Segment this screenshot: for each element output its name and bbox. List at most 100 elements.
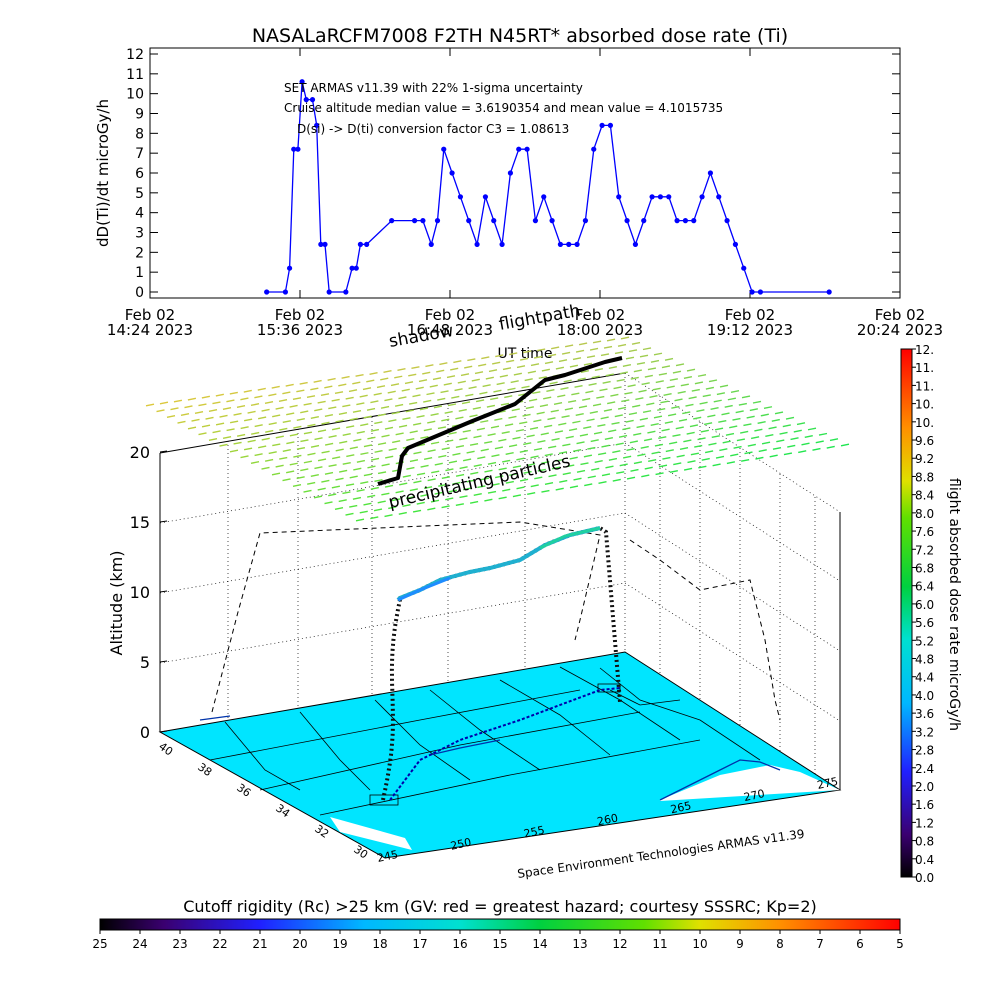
precip-dash: [665, 449, 674, 453]
dose-colorbar-tick-label: 7.6: [915, 525, 934, 539]
dose-rate-point: [682, 218, 689, 224]
precip-dash: [551, 346, 560, 350]
precip-dash: [625, 419, 634, 423]
precip-dash: [423, 399, 432, 403]
precip-dash: [338, 383, 347, 387]
dose-colorbar-bar: [900, 348, 913, 878]
dose-rate-point: [314, 122, 320, 128]
dose-rate-point: [741, 265, 747, 271]
precip-dash: [633, 461, 643, 465]
precip-dash: [370, 400, 379, 404]
precip-dash: [597, 452, 607, 456]
precip-dash: [804, 434, 813, 438]
precip-dash: [575, 349, 585, 353]
precip-dash: [441, 447, 450, 451]
precip-dash: [377, 413, 386, 417]
precip-dash: [395, 432, 404, 436]
precip-dash: [639, 417, 648, 421]
precip-dash: [285, 383, 294, 387]
rigidity-colorbar-tick-label: 21: [252, 937, 267, 951]
dose-rate-point: [524, 146, 530, 152]
precip-dash: [258, 445, 267, 449]
dose-colorbar-tick-label: 5.2: [915, 634, 934, 648]
dose-colorbar-tick-label: 11.: [915, 361, 934, 375]
precip-dash: [303, 431, 313, 435]
precip-dash: [511, 408, 520, 412]
precip-dash: [289, 404, 298, 408]
rigidity-colorbar-tick-label: 22: [212, 937, 227, 951]
precip-dash: [331, 398, 340, 402]
precip-dash: [726, 461, 736, 465]
precip-dash: [261, 408, 270, 412]
precip-dash: [533, 355, 543, 359]
precip-dash: [226, 428, 235, 432]
precip-dash: [776, 439, 785, 443]
precip-dash: [594, 460, 603, 463]
precip-dash: [356, 430, 365, 434]
precip-dash: [565, 435, 574, 439]
precip-dash: [342, 461, 351, 465]
precip-dash: [212, 430, 221, 434]
precip-dash: [622, 455, 632, 459]
y-tick-label: 10: [126, 87, 144, 103]
precip-dash: [261, 437, 270, 441]
dose-colorbar-tick-label: 8.4: [915, 489, 934, 503]
precip-dash: [416, 501, 425, 505]
precip-dash: [519, 449, 528, 453]
precip-dash: [707, 414, 716, 418]
dose-colorbar-tick-label: 1.2: [915, 816, 934, 830]
precip-dash: [633, 369, 643, 373]
precip-dash: [697, 437, 706, 441]
precip-dash: [279, 427, 288, 431]
precip-dash: [637, 453, 646, 457]
precip-dash: [672, 370, 682, 374]
precip-dash: [300, 468, 309, 472]
precip-dash: [254, 395, 263, 399]
precip-dash: [644, 466, 653, 470]
precip-dash: [630, 376, 639, 380]
map-state-lines: [209, 666, 761, 816]
precip-dash: [286, 412, 295, 416]
precip-dash: [314, 466, 323, 470]
precip-dash: [324, 385, 333, 389]
rigidity-colorbar-tick-label: 13: [572, 937, 587, 951]
precip-dash: [412, 509, 422, 513]
precip-dash: [275, 406, 284, 410]
precip-dash: [331, 427, 341, 431]
rigidity-colorbar-tick-label: 25: [92, 937, 107, 951]
precip-dash: [300, 410, 309, 414]
precip-dash: [519, 478, 529, 482]
dose-colorbar-tick-label: 4.4: [915, 671, 934, 685]
precip-dash: [509, 352, 518, 356]
precip-dash: [594, 368, 603, 371]
precip-dash: [473, 435, 482, 439]
precip-dash: [486, 404, 496, 408]
precip-dash: [327, 377, 336, 381]
dose-colorbar-tick-label: 8.0: [915, 507, 934, 521]
precip-dash: [548, 474, 557, 478]
dose-colorbar-tick-label: 9.2: [915, 452, 934, 466]
precip-dash: [688, 396, 697, 400]
dose-colorbar-tick-label: 1.6: [915, 798, 934, 812]
precip-dash: [790, 437, 799, 441]
precip-dash: [451, 395, 460, 399]
dose-rate-point: [541, 194, 547, 200]
precip-dash: [585, 390, 594, 394]
rigidity-colorbar-tick-label: 19: [332, 937, 347, 951]
precip-dash: [369, 371, 378, 375]
precip-dash: [526, 434, 535, 438]
precip-dash: [268, 451, 277, 455]
precip-dash: [600, 416, 609, 420]
precip-dash: [641, 474, 650, 478]
dose-rate-point: [599, 122, 605, 128]
precip-dash: [757, 421, 766, 425]
precip-dash: [159, 401, 169, 405]
precip-dash: [464, 365, 473, 369]
precip-dash: [643, 438, 653, 442]
shadow-label: shadow: [387, 321, 455, 352]
precip-dash: [494, 417, 503, 421]
rigidity-colorbar-tick-label: 18: [372, 937, 387, 951]
precip-dash: [373, 392, 382, 396]
precip-dash: [516, 365, 526, 369]
